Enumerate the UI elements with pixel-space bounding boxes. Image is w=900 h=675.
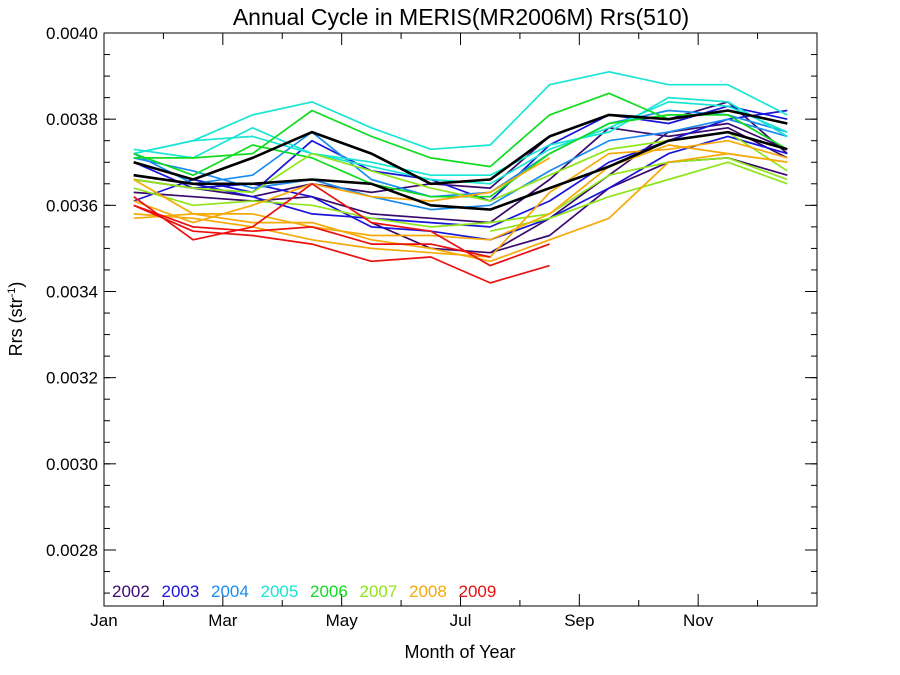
series-line <box>133 96 788 177</box>
chart-title: Annual Cycle in MERIS(MR2006M) Rrs(510) <box>233 4 689 30</box>
series-line <box>133 70 788 155</box>
series-line <box>133 105 788 202</box>
y-tick-label: 0.0036 <box>46 196 98 215</box>
series-line <box>133 157 551 224</box>
series-line <box>489 157 788 254</box>
x-tick-label: Sep <box>564 611 594 630</box>
y-tick-label: 0.0038 <box>46 110 98 129</box>
x-axis-ticks: Jan Mar May Jul Sep Nov <box>90 33 759 630</box>
series-line <box>133 126 788 224</box>
series-line <box>133 204 550 284</box>
y-axis-label-close: ) <box>6 282 26 288</box>
x-tick-label: Nov <box>683 611 714 630</box>
series-line <box>133 182 550 267</box>
series-lines <box>133 70 788 284</box>
plot-frame <box>103 32 818 607</box>
series-line <box>133 144 788 241</box>
x-tick-label: Mar <box>208 611 238 630</box>
series-line <box>133 204 491 258</box>
legend-entry: 2004 <box>211 582 249 601</box>
x-tick-label: May <box>326 611 359 630</box>
y-tick-label: 0.0034 <box>46 282 98 301</box>
legend-entry: 2005 <box>261 582 299 601</box>
y-axis-label-superscript: -1 <box>6 288 18 298</box>
series-line <box>371 122 788 254</box>
y-axis-label-base: Rrs (str <box>6 297 26 356</box>
legend: 2002 2003 2004 2005 2006 2007 2008 2009 <box>112 582 496 601</box>
y-tick-label: 0.0028 <box>46 541 98 560</box>
legend-entry: 2006 <box>310 582 348 601</box>
legend-entry: 2008 <box>409 582 447 601</box>
legend-entry: 2007 <box>360 582 398 601</box>
legend-entry: 2003 <box>162 582 200 601</box>
y-tick-label: 0.0032 <box>46 369 98 388</box>
y-tick-label: 0.0040 <box>46 24 98 43</box>
x-tick-label: Jul <box>450 611 472 630</box>
series-line <box>490 161 788 233</box>
legend-entry: 2002 <box>112 582 150 601</box>
y-axis-ticks: 0.0028 0.0030 0.0032 0.0034 0.0036 0.0038 0.00… <box>46 24 817 594</box>
y-tick-label: 0.0030 <box>46 455 98 474</box>
series-line <box>133 139 788 258</box>
series-line <box>133 109 788 186</box>
series-line <box>133 130 788 211</box>
y-axis-label: Rrs (str-1) <box>6 282 26 357</box>
x-tick-label: Jan <box>90 611 117 630</box>
x-axis-label: Month of Year <box>404 642 515 662</box>
legend-entry: 2009 <box>459 582 497 601</box>
